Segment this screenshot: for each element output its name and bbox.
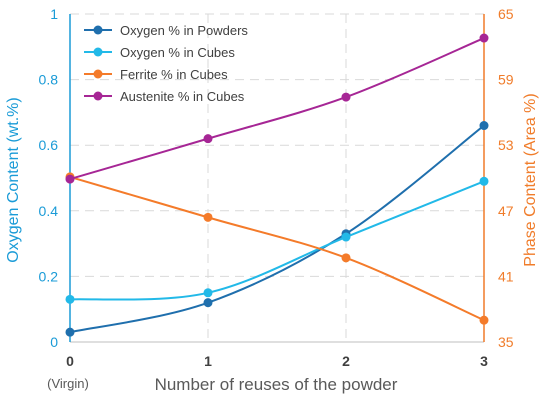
y-left-tick-label: 0.4 <box>39 203 59 219</box>
series-line <box>69 124 485 334</box>
data-point <box>479 315 489 325</box>
y-left-tick-label: 1 <box>50 6 58 22</box>
legend-item: Oxygen % in Cubes <box>84 45 235 60</box>
series-4 <box>65 33 489 184</box>
series-line <box>69 37 485 181</box>
data-point <box>341 253 351 263</box>
legend-marker <box>93 25 103 35</box>
legend-label: Oxygen % in Cubes <box>120 45 235 60</box>
y-left-tick-label: 0 <box>50 334 58 350</box>
legend-marker <box>93 69 103 79</box>
legend-label: Oxygen % in Powders <box>120 23 248 38</box>
grid <box>70 13 484 342</box>
y-right-tick-label: 35 <box>498 334 514 350</box>
legend-label: Austenite % in Cubes <box>120 89 245 104</box>
y-left-tick-label: 0.2 <box>39 268 59 284</box>
legend-item: Oxygen % in Powders <box>84 23 248 38</box>
y-axis-right-title: Phase Content (Area %) <box>522 93 539 266</box>
y-left-tick-label: 0.6 <box>39 137 59 153</box>
legend-item: Ferrite % in Cubes <box>84 67 228 82</box>
data-point <box>203 212 213 222</box>
data-point <box>479 33 489 43</box>
data-point <box>203 288 213 298</box>
x-tick-label: 0 <box>66 353 74 369</box>
x-tick-sub-label: (Virgin) <box>47 376 89 391</box>
legend: Oxygen % in Powders Oxygen % in Cubes Ferr… <box>84 23 248 104</box>
data-point <box>65 294 75 304</box>
x-tick-label: 3 <box>480 353 488 369</box>
legend-marker <box>93 47 103 57</box>
y-right-tick-label: 53 <box>498 137 514 153</box>
data-point <box>479 176 489 186</box>
legend-item: Austenite % in Cubes <box>84 89 245 104</box>
series-3 <box>65 172 489 325</box>
y-axis-left-title: Oxygen Content (wt.%) <box>5 97 22 262</box>
x-tick-label: 1 <box>204 353 212 369</box>
legend-label: Ferrite % in Cubes <box>120 67 228 82</box>
y-right-tick-label: 41 <box>498 268 514 284</box>
x-axis-title: Number of reuses of the powder <box>155 375 398 394</box>
y-right-tick-label: 65 <box>498 6 514 22</box>
data-point <box>341 92 351 102</box>
data-point <box>203 134 213 144</box>
series-line <box>69 180 485 301</box>
data-point <box>479 121 489 131</box>
data-point <box>203 298 213 308</box>
data-point <box>341 232 351 242</box>
series-line <box>69 175 485 322</box>
y-right-tick-label: 59 <box>498 72 514 88</box>
y-right-tick-label: 47 <box>498 203 514 219</box>
x-tick-label: 2 <box>342 353 350 369</box>
legend-marker <box>93 91 103 101</box>
series-2 <box>65 176 489 304</box>
series-layer <box>65 33 489 337</box>
data-point <box>65 174 75 184</box>
series-1 <box>65 121 489 337</box>
y-left-tick-label: 0.8 <box>39 72 59 88</box>
data-point <box>65 327 75 337</box>
